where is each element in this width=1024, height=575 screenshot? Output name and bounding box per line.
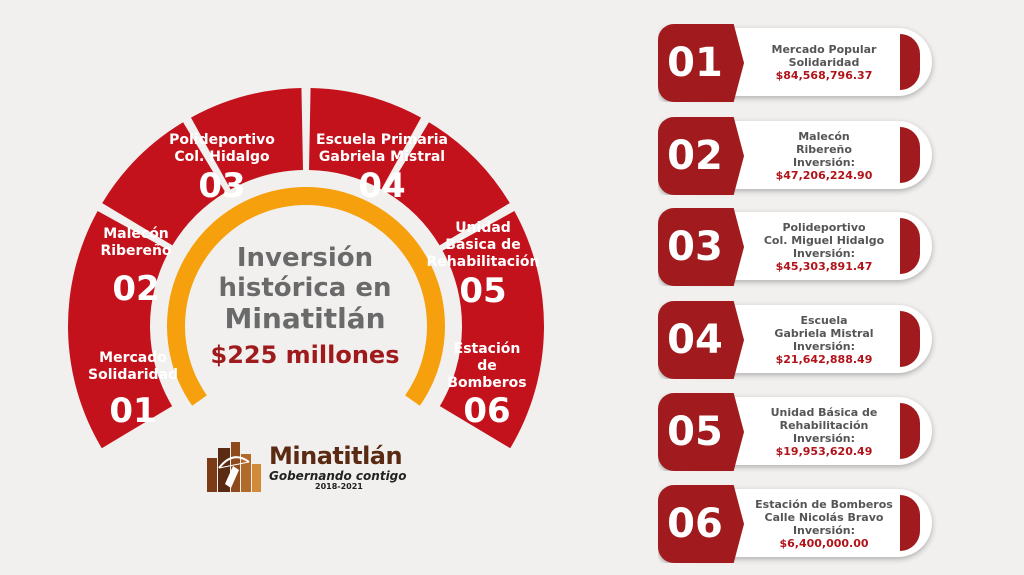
segment-04-label: Escuela Primaria bbox=[316, 132, 448, 148]
card-accent-arc bbox=[900, 34, 920, 90]
orange-ring bbox=[167, 187, 445, 406]
card-accent-arc bbox=[900, 218, 920, 274]
investment-card: 04 Escuela Gabriela Mistral Inversión: $… bbox=[658, 301, 936, 379]
card-title: Escuela Gabriela Mistral Inversión: bbox=[774, 313, 874, 353]
card-amount: $45,303,891.47 bbox=[775, 259, 873, 273]
card-amount: $84,568,796.37 bbox=[775, 69, 873, 82]
segment-04-label: Gabriela Mistral bbox=[319, 149, 445, 165]
gauge-segment-06 bbox=[439, 210, 544, 449]
segment-01-label: Mercado bbox=[99, 350, 167, 366]
card-accent-arc bbox=[900, 495, 920, 551]
gauge-segment-05 bbox=[386, 122, 510, 246]
segment-03-label: Col. Hidalgo bbox=[174, 149, 270, 165]
logo-years: 2018-2021 bbox=[315, 482, 363, 491]
card-title: Mercado Popular Solidaridad bbox=[771, 43, 877, 69]
investment-card: 05 Unidad Básica de Rehabilitación Inver… bbox=[658, 393, 936, 471]
segment-01-number: 01 bbox=[109, 391, 156, 431]
segment-06-label: de bbox=[477, 358, 497, 374]
gauge-segment-04 bbox=[308, 88, 422, 190]
card-accent-arc bbox=[900, 403, 920, 459]
card-accent-arc bbox=[900, 127, 920, 183]
gauge-segment-01 bbox=[68, 210, 173, 449]
segment-06-number: 06 bbox=[463, 391, 510, 431]
card-text: Escuela Gabriela Mistral Inversión: $21,… bbox=[750, 309, 898, 371]
card-text: Polideportivo Col. Miguel Hidalgo Invers… bbox=[750, 216, 898, 278]
card-number: 04 bbox=[667, 317, 723, 363]
card-number-box bbox=[658, 208, 744, 286]
card-number-box bbox=[658, 485, 744, 563]
card-amount: $21,642,888.49 bbox=[775, 352, 873, 366]
card-number-box bbox=[658, 393, 744, 471]
segment-06-label: Estación bbox=[454, 341, 521, 357]
card-text: Mercado Popular Solidaridad $84,568,796.… bbox=[750, 32, 898, 94]
card-number-box bbox=[658, 117, 744, 195]
center-heading-line1: Inversión bbox=[236, 243, 374, 273]
segment-06-label: Bomberos bbox=[447, 375, 526, 391]
investment-card: 01 Mercado Popular Solidaridad $84,568,7… bbox=[658, 24, 936, 102]
segment-03-number: 03 bbox=[198, 166, 245, 206]
card-accent-arc bbox=[900, 311, 920, 367]
segment-03-label: Polideportivo bbox=[169, 132, 275, 148]
card-title: Unidad Básica de Rehabilitación Inversió… bbox=[770, 405, 878, 445]
card-text: Estación de Bomberos Calle Nicolás Bravo… bbox=[750, 493, 898, 555]
card-text: Unidad Básica de Rehabilitación Inversió… bbox=[750, 401, 898, 463]
card-number: 03 bbox=[667, 224, 723, 270]
logo-name: Minatitlán bbox=[269, 442, 403, 470]
card-number: 02 bbox=[667, 133, 723, 179]
segment-02-label: Malecón bbox=[103, 226, 169, 242]
segment-05-label: Rehabilitación bbox=[427, 254, 540, 270]
minatitlan-logo: Minatitlán Gobernando contigo 2018-2021 bbox=[205, 440, 407, 492]
center-heading-line3: Minatitlán bbox=[224, 302, 386, 335]
investment-card: 03 Polideportivo Col. Miguel Hidalgo Inv… bbox=[658, 208, 936, 286]
card-number: 06 bbox=[667, 501, 723, 547]
segment-02-number: 02 bbox=[112, 269, 159, 309]
logo-tagline: Gobernando contigo bbox=[269, 469, 407, 483]
card-amount: $6,400,000.00 bbox=[779, 536, 869, 550]
card-amount: $19,953,620.49 bbox=[775, 444, 873, 458]
card-title: Polideportivo Col. Miguel Hidalgo Invers… bbox=[763, 220, 885, 260]
segment-05-number: 05 bbox=[459, 271, 506, 311]
card-title: Malecón Ribereño Inversión: bbox=[792, 129, 856, 169]
card-amount: $47,206,224.90 bbox=[775, 168, 873, 182]
city-archer-logo-icon bbox=[207, 442, 261, 492]
segment-01-label: Solidaridad bbox=[88, 367, 178, 383]
card-number-box bbox=[658, 24, 744, 102]
segment-04-number: 04 bbox=[358, 166, 405, 206]
card-text: Malecón Ribereño Inversión: $47,206,224.… bbox=[750, 125, 898, 187]
center-total-amount: $225 millones bbox=[210, 341, 400, 369]
investment-card: 06 Estación de Bomberos Calle Nicolás Br… bbox=[658, 485, 936, 563]
segment-05-label: Básica de bbox=[445, 237, 520, 253]
center-heading-line2: histórica en bbox=[218, 273, 392, 303]
gauge-segment-03 bbox=[190, 88, 304, 190]
card-number: 05 bbox=[667, 409, 723, 455]
segment-02-label: Ribereño bbox=[100, 243, 171, 259]
segment-05-label: Unidad bbox=[455, 220, 511, 236]
card-title: Estación de Bomberos Calle Nicolás Bravo… bbox=[755, 497, 893, 537]
gauge-segment-02 bbox=[102, 122, 226, 246]
card-number-box bbox=[658, 301, 744, 379]
investment-card: 02 Malecón Ribereño Inversión: $47,206,2… bbox=[658, 117, 936, 195]
card-number: 01 bbox=[667, 40, 723, 86]
